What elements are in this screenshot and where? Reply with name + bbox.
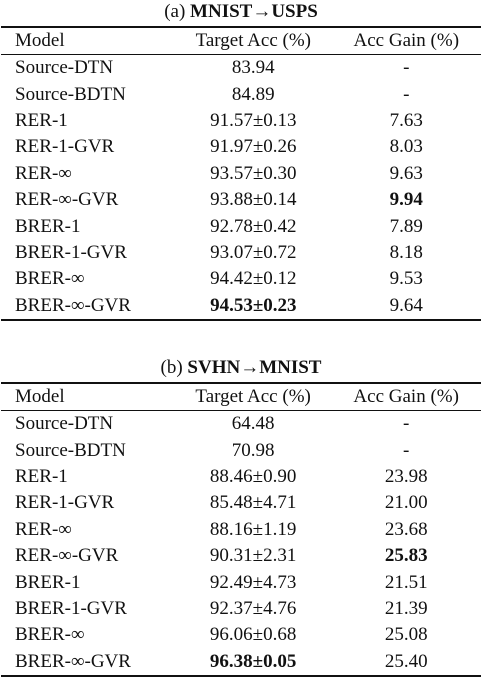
table-a-caption: (a) MNIST→USPS bbox=[0, 0, 482, 26]
cell-target-acc-best: 96.38±0.05 bbox=[209, 650, 297, 672]
table-row: BRER-∞ 96.06±0.68 25.08 bbox=[1, 622, 481, 648]
cell-acc-gain: 9.64 bbox=[389, 294, 423, 316]
cell-acc-gain: 23.98 bbox=[384, 465, 428, 487]
table-row: BRER-∞ 94.42±0.12 9.53 bbox=[1, 266, 481, 292]
table-row: RER-1 91.57±0.13 7.63 bbox=[1, 108, 481, 134]
cell-model: BRER-1-GVR bbox=[15, 597, 127, 619]
table-row: BRER-1 92.49±4.73 21.51 bbox=[1, 569, 481, 595]
cell-model: Source-DTN bbox=[15, 413, 114, 435]
table-row: BRER-∞-GVR 94.53±0.23 9.64 bbox=[1, 293, 481, 320]
cell-model: RER-∞-GVR bbox=[15, 545, 119, 567]
cell-model: RER-1 bbox=[15, 465, 68, 487]
cell-target-acc: 93.88±0.14 bbox=[210, 189, 297, 211]
header-row: Model Target Acc (%) Acc Gain (%) bbox=[1, 383, 481, 411]
cell-model: BRER-1 bbox=[15, 571, 81, 593]
cell-target-acc: 96.06±0.68 bbox=[209, 624, 297, 646]
cell-target-acc: 84.89 bbox=[231, 83, 275, 105]
table-row: RER-1-GVR 85.48±4.71 21.00 bbox=[1, 490, 481, 516]
cell-acc-gain: - bbox=[403, 413, 410, 435]
cell-model: RER-1-GVR bbox=[15, 492, 115, 514]
table-row: RER-∞-GVR 93.88±0.14 9.94 bbox=[1, 187, 481, 213]
cell-acc-gain: 8.18 bbox=[389, 241, 423, 263]
cell-model: BRER-1-GVR bbox=[15, 241, 127, 263]
cell-model: Source-BDTN bbox=[15, 83, 126, 105]
table-row: RER-1-GVR 91.97±0.26 8.03 bbox=[1, 134, 481, 160]
cell-target-acc: 94.42±0.12 bbox=[210, 268, 297, 290]
cell-model: RER-∞ bbox=[15, 518, 72, 540]
cell-acc-gain: 25.08 bbox=[384, 624, 428, 646]
table-b: (b) SVHN→MNIST Model Target Acc (%) Acc … bbox=[0, 356, 482, 677]
header-model: Model bbox=[15, 30, 65, 51]
caption-label: (a) bbox=[164, 1, 191, 22]
results-table-b: Model Target Acc (%) Acc Gain (%) Source… bbox=[1, 382, 481, 677]
cell-target-acc: 88.16±1.19 bbox=[209, 518, 297, 540]
cell-target-acc: 85.48±4.71 bbox=[209, 492, 297, 514]
cell-target-acc-best: 94.53±0.23 bbox=[210, 294, 297, 316]
cell-model: BRER-1 bbox=[15, 215, 81, 237]
cell-acc-gain: 8.03 bbox=[389, 136, 423, 158]
cell-target-acc: 92.78±0.42 bbox=[210, 215, 297, 237]
cell-acc-gain-best: 9.94 bbox=[389, 189, 423, 211]
table-row: RER-1 88.46±0.90 23.98 bbox=[1, 464, 481, 490]
cell-model: Source-BDTN bbox=[15, 439, 126, 461]
table-a: (a) MNIST→USPS Model Target Acc (%) Acc … bbox=[0, 0, 482, 321]
cell-target-acc: 90.31±2.31 bbox=[209, 545, 297, 567]
header-acc-gain: Acc Gain (%) bbox=[353, 386, 459, 407]
cell-target-acc: 83.94 bbox=[231, 57, 275, 79]
table-row: Source-DTN 64.48 - bbox=[1, 411, 481, 438]
cell-acc-gain: 25.40 bbox=[384, 650, 428, 672]
cell-acc-gain: - bbox=[403, 57, 410, 79]
cell-model: RER-1-GVR bbox=[15, 136, 115, 158]
cell-acc-gain: - bbox=[403, 83, 410, 105]
caption-label: (b) bbox=[160, 357, 188, 378]
cell-acc-gain: 7.89 bbox=[389, 215, 423, 237]
cell-acc-gain: 23.68 bbox=[384, 518, 428, 540]
header-target-acc: Target Acc (%) bbox=[195, 386, 311, 407]
cell-target-acc: 91.97±0.26 bbox=[210, 136, 297, 158]
cell-model: BRER-∞-GVR bbox=[15, 294, 131, 316]
cell-target-acc: 92.49±4.73 bbox=[209, 571, 297, 593]
cell-model: BRER-∞-GVR bbox=[15, 650, 131, 672]
cell-target-acc: 70.98 bbox=[231, 439, 275, 461]
table-b-caption: (b) SVHN→MNIST bbox=[0, 356, 482, 382]
cell-acc-gain: 21.51 bbox=[384, 571, 428, 593]
cell-acc-gain: - bbox=[403, 439, 410, 461]
cell-acc-gain: 21.00 bbox=[384, 492, 428, 514]
cell-model: RER-∞-GVR bbox=[15, 189, 119, 211]
cell-acc-gain: 9.63 bbox=[389, 162, 423, 184]
header-acc-gain: Acc Gain (%) bbox=[353, 30, 460, 51]
table-row: BRER-1 92.78±0.42 7.89 bbox=[1, 213, 481, 239]
table-row: Source-DTN 83.94 - bbox=[1, 55, 481, 82]
caption-title: SVHN→MNIST bbox=[187, 357, 322, 378]
cell-model: RER-∞ bbox=[15, 162, 72, 184]
table-row: BRER-∞-GVR 96.38±0.05 25.40 bbox=[1, 649, 481, 676]
header-target-acc: Target Acc (%) bbox=[195, 30, 311, 51]
cell-model: Source-DTN bbox=[15, 57, 114, 79]
cell-target-acc: 91.57±0.13 bbox=[210, 109, 297, 131]
table-row: RER-∞-GVR 90.31±2.31 25.83 bbox=[1, 543, 481, 569]
cell-target-acc: 93.07±0.72 bbox=[210, 241, 297, 263]
table-row: RER-∞ 88.16±1.19 23.68 bbox=[1, 517, 481, 543]
table-row: BRER-1-GVR 93.07±0.72 8.18 bbox=[1, 240, 481, 266]
table-row: Source-BDTN 70.98 - bbox=[1, 437, 481, 463]
cell-acc-gain: 9.53 bbox=[389, 268, 423, 290]
cell-acc-gain-best: 25.83 bbox=[384, 545, 428, 567]
cell-acc-gain: 7.63 bbox=[389, 109, 423, 131]
header-row: Model Target Acc (%) Acc Gain (%) bbox=[1, 27, 481, 55]
cell-model: BRER-∞ bbox=[15, 624, 85, 646]
results-table-a: Model Target Acc (%) Acc Gain (%) Source… bbox=[1, 26, 481, 321]
cell-target-acc: 64.48 bbox=[231, 413, 275, 435]
cell-model: BRER-∞ bbox=[15, 268, 85, 290]
table-row: RER-∞ 93.57±0.30 9.63 bbox=[1, 161, 481, 187]
table-row: BRER-1-GVR 92.37±4.76 21.39 bbox=[1, 596, 481, 622]
cell-target-acc: 88.46±0.90 bbox=[209, 465, 297, 487]
header-model: Model bbox=[15, 386, 65, 407]
table-row: Source-BDTN 84.89 - bbox=[1, 81, 481, 107]
cell-model: RER-1 bbox=[15, 109, 68, 131]
cell-acc-gain: 21.39 bbox=[384, 597, 428, 619]
cell-target-acc: 93.57±0.30 bbox=[210, 162, 297, 184]
cell-target-acc: 92.37±4.76 bbox=[209, 597, 297, 619]
caption-title: MNIST→USPS bbox=[190, 1, 318, 22]
